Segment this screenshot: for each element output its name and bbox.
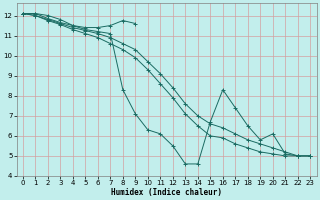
X-axis label: Humidex (Indice chaleur): Humidex (Indice chaleur) (111, 188, 222, 197)
